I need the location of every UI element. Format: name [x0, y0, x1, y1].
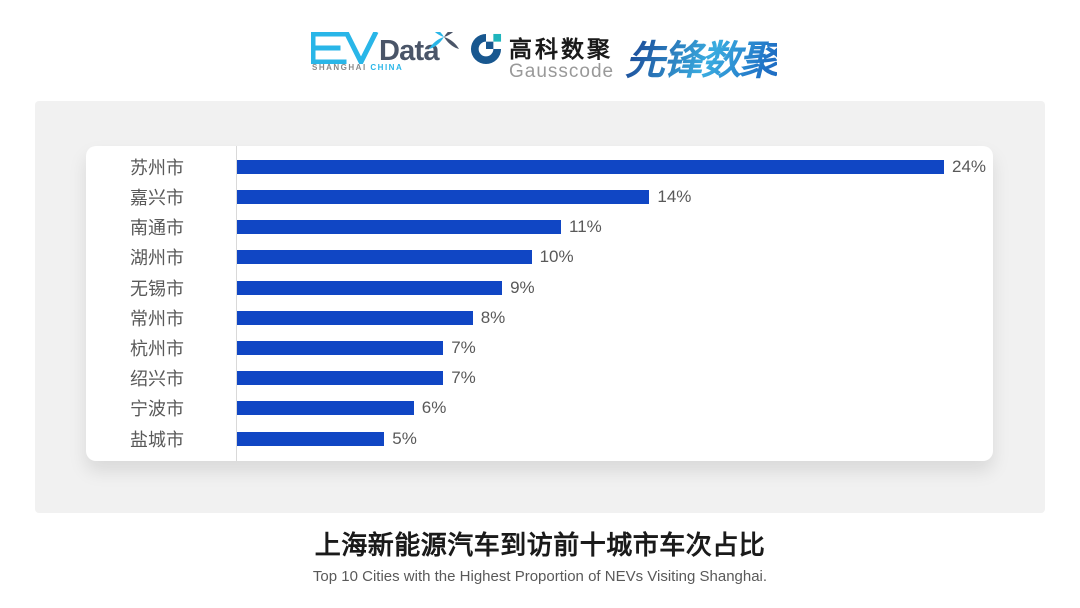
svg-text:Data: Data	[379, 35, 440, 64]
